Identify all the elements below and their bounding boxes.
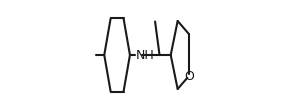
Text: O: O (184, 70, 194, 82)
Text: NH: NH (136, 49, 154, 61)
